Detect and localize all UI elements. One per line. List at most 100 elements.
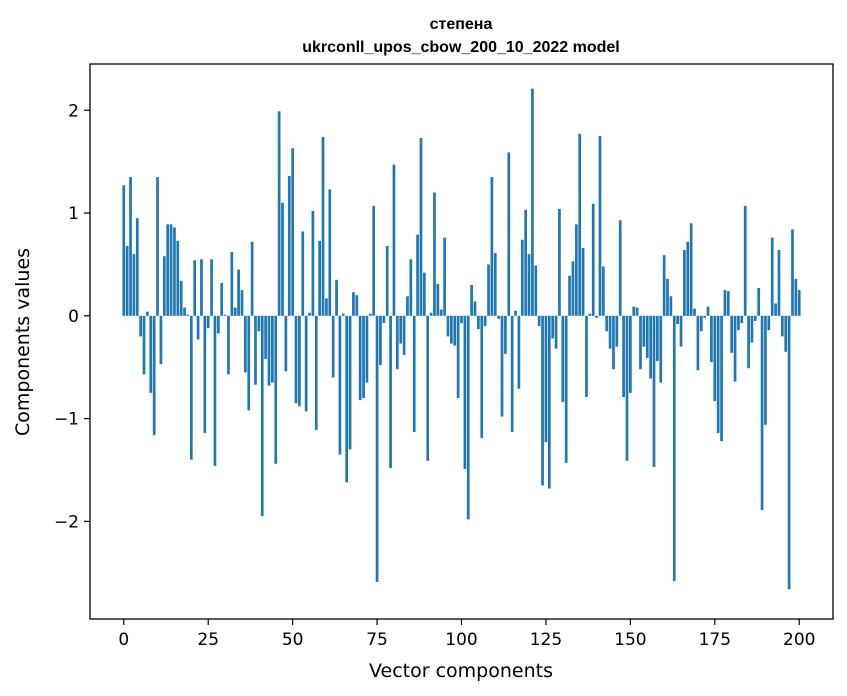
bar-149	[625, 315, 629, 461]
bar-134	[574, 224, 578, 316]
bar-14	[169, 224, 173, 316]
bar-98	[453, 315, 457, 346]
bar-110	[493, 253, 497, 316]
bar-154	[642, 315, 646, 347]
bar-120	[527, 254, 531, 316]
bar-200	[797, 290, 801, 316]
bar-99	[456, 315, 460, 399]
bar-186	[750, 315, 754, 343]
bar-97	[450, 315, 453, 344]
bar-103	[470, 284, 473, 316]
bar-153	[639, 315, 642, 370]
bar-43	[267, 315, 271, 386]
bar-124	[541, 315, 544, 486]
bar-19	[186, 314, 190, 316]
bar-94	[439, 309, 443, 316]
bar-170	[696, 315, 700, 371]
bar-12	[162, 256, 166, 316]
bar-157	[652, 315, 656, 467]
bar-193	[774, 303, 777, 316]
bar-51	[294, 315, 298, 404]
bar-195	[780, 315, 784, 337]
bar-55	[308, 312, 311, 316]
bar-78	[385, 245, 389, 316]
bar-34	[237, 269, 240, 316]
bar-198	[791, 229, 794, 316]
bar-147	[618, 220, 622, 316]
bar-128	[554, 315, 558, 349]
bar-185	[747, 315, 750, 369]
bar-60	[325, 298, 328, 316]
bar-133	[571, 261, 575, 316]
bar-57	[314, 315, 318, 430]
bar-140	[595, 315, 598, 318]
bar-137	[585, 315, 588, 397]
chart-title-line-2: ukrconll_upos_cbow_200_10_2022 model	[302, 39, 619, 56]
bar-100	[460, 315, 463, 323]
x-tick-label: 75	[366, 630, 388, 650]
bar-172	[703, 315, 707, 318]
bar-129	[558, 208, 561, 316]
bar-87	[416, 234, 419, 316]
bar-192	[770, 237, 774, 316]
bar-117	[517, 315, 521, 389]
bar-90	[426, 315, 430, 461]
bar-13	[166, 224, 170, 316]
bar-6	[142, 315, 146, 375]
bar-136	[581, 247, 585, 316]
bar-111	[497, 315, 500, 319]
bar-180	[730, 315, 734, 353]
bar-104	[473, 301, 477, 316]
bar-102	[466, 315, 470, 520]
bars-group	[122, 88, 801, 590]
bar-118	[520, 239, 524, 316]
bar-163	[672, 315, 676, 581]
bar-45	[274, 315, 278, 464]
bar-38	[250, 241, 254, 316]
bar-32	[230, 252, 234, 316]
bar-26	[210, 259, 213, 316]
bar-179	[726, 291, 730, 316]
bar-40	[257, 315, 261, 332]
x-tick-label: 175	[699, 630, 731, 650]
bar-18	[183, 307, 186, 316]
bar-183	[740, 315, 744, 323]
bar-182	[737, 315, 740, 331]
bar-148	[622, 315, 625, 397]
bar-174	[710, 315, 713, 363]
bar-25	[206, 315, 210, 329]
bar-82	[399, 315, 403, 344]
bar-8	[149, 315, 153, 393]
bar-36	[244, 315, 247, 373]
bar-132	[568, 275, 571, 316]
bar-106	[480, 315, 484, 439]
bar-27	[213, 315, 217, 466]
bar-79	[389, 315, 392, 468]
y-tick-label: −2	[54, 512, 79, 532]
bar-23	[200, 259, 203, 316]
bar-0	[122, 185, 126, 316]
bar-37	[247, 315, 251, 411]
bar-168	[689, 223, 693, 316]
bar-83	[402, 315, 406, 355]
bar-122	[534, 265, 538, 316]
bar-49	[287, 176, 291, 316]
bar-177	[720, 315, 723, 442]
bar-29	[220, 282, 224, 316]
bar-56	[311, 210, 315, 316]
bar-74	[372, 205, 376, 316]
bar-165	[679, 315, 683, 347]
bar-155	[645, 315, 649, 358]
bar-76	[379, 315, 382, 366]
bar-20	[189, 315, 193, 460]
bar-105	[477, 315, 480, 330]
bar-112	[500, 315, 504, 417]
bar-178	[723, 290, 727, 316]
x-tick-label: 150	[614, 630, 646, 650]
bar-152	[635, 307, 639, 316]
bar-156	[649, 315, 652, 379]
bar-126	[547, 315, 551, 489]
bar-194	[777, 250, 781, 316]
bar-123	[537, 315, 541, 327]
bar-88	[419, 138, 423, 316]
